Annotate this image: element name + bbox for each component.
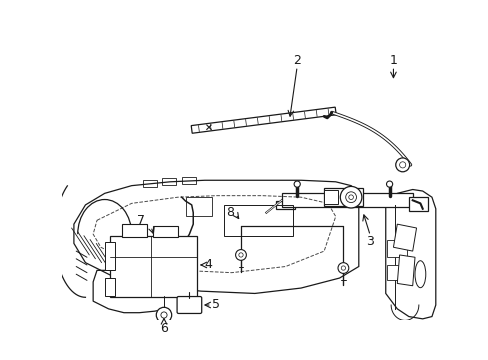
Text: 3: 3 (366, 235, 373, 248)
Polygon shape (104, 278, 115, 296)
Circle shape (235, 249, 246, 260)
Polygon shape (385, 189, 435, 319)
Circle shape (399, 162, 405, 168)
FancyBboxPatch shape (177, 297, 202, 314)
Text: 5: 5 (212, 298, 220, 311)
Polygon shape (276, 201, 294, 209)
Polygon shape (386, 265, 407, 280)
Polygon shape (396, 255, 414, 286)
Polygon shape (122, 224, 147, 237)
Circle shape (340, 186, 361, 208)
Polygon shape (74, 180, 358, 293)
Circle shape (161, 312, 167, 318)
Bar (162, 178, 176, 185)
Bar (224, 205, 293, 236)
Circle shape (386, 181, 392, 187)
Circle shape (293, 181, 300, 187)
Circle shape (238, 253, 243, 257)
Circle shape (341, 266, 345, 270)
Circle shape (156, 307, 171, 323)
Text: 6: 6 (160, 321, 167, 334)
Circle shape (348, 195, 353, 199)
Circle shape (345, 192, 356, 203)
Polygon shape (408, 197, 427, 211)
Polygon shape (191, 107, 336, 133)
Polygon shape (386, 239, 407, 257)
Bar (185, 197, 212, 216)
Text: 8: 8 (226, 206, 234, 219)
Polygon shape (324, 188, 362, 206)
Polygon shape (281, 193, 412, 207)
Polygon shape (104, 242, 115, 270)
Polygon shape (324, 190, 337, 204)
Text: 7: 7 (137, 214, 144, 227)
Ellipse shape (414, 261, 425, 288)
Text: 4: 4 (204, 258, 212, 271)
Circle shape (337, 263, 348, 274)
Circle shape (395, 158, 409, 172)
Bar (143, 180, 157, 187)
Polygon shape (393, 224, 416, 251)
Polygon shape (153, 226, 178, 237)
Polygon shape (110, 236, 197, 297)
Text: 2: 2 (293, 54, 301, 67)
Text: 1: 1 (389, 54, 397, 67)
Bar (182, 177, 195, 184)
